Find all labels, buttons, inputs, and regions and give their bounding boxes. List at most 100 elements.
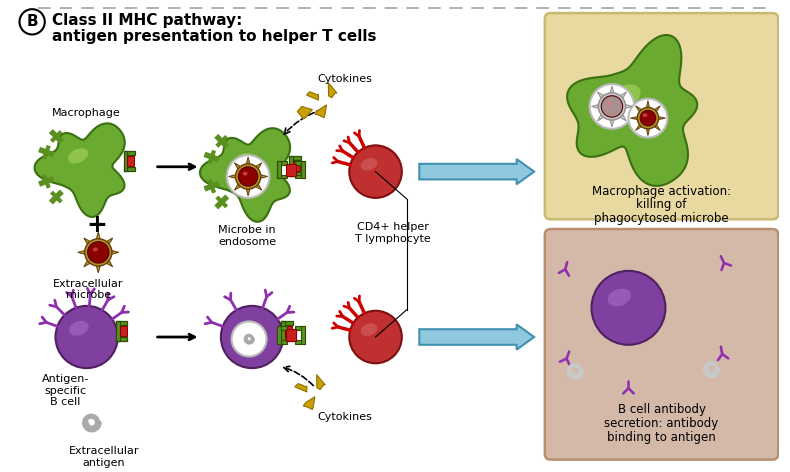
Polygon shape — [619, 113, 626, 121]
Bar — [281, 337, 293, 341]
Ellipse shape — [235, 321, 254, 336]
Circle shape — [88, 242, 109, 263]
Text: Cytokines: Cytokines — [317, 74, 372, 84]
Bar — [123, 151, 135, 155]
Polygon shape — [329, 83, 337, 98]
Bar — [120, 326, 126, 336]
Polygon shape — [623, 104, 632, 109]
Polygon shape — [630, 116, 639, 120]
Circle shape — [629, 99, 668, 137]
Ellipse shape — [361, 158, 378, 170]
Bar — [277, 161, 281, 178]
Circle shape — [349, 311, 402, 363]
Polygon shape — [597, 92, 606, 100]
Polygon shape — [592, 104, 600, 109]
Circle shape — [601, 96, 623, 117]
Polygon shape — [228, 174, 238, 179]
Polygon shape — [646, 126, 650, 135]
Ellipse shape — [93, 247, 98, 252]
Polygon shape — [235, 182, 243, 190]
Bar — [289, 156, 301, 160]
Polygon shape — [303, 397, 315, 410]
Polygon shape — [635, 123, 643, 131]
Polygon shape — [635, 106, 643, 113]
Polygon shape — [653, 123, 660, 131]
Text: +: + — [86, 213, 107, 237]
Polygon shape — [653, 106, 660, 113]
Polygon shape — [307, 92, 318, 100]
Bar — [295, 340, 304, 344]
Polygon shape — [235, 163, 243, 171]
Text: Macrophage: Macrophage — [52, 108, 121, 118]
Bar — [295, 175, 304, 178]
Polygon shape — [104, 238, 113, 246]
Ellipse shape — [607, 101, 611, 105]
Circle shape — [227, 155, 269, 198]
Ellipse shape — [233, 153, 254, 169]
Bar — [116, 321, 120, 341]
FancyBboxPatch shape — [545, 229, 778, 460]
Ellipse shape — [608, 289, 631, 306]
Polygon shape — [110, 250, 118, 255]
Bar — [281, 321, 285, 341]
Polygon shape — [246, 187, 250, 196]
Circle shape — [231, 321, 266, 356]
Bar — [277, 326, 281, 344]
Bar — [301, 161, 304, 178]
Bar — [116, 337, 127, 341]
Bar — [301, 326, 304, 344]
Ellipse shape — [69, 321, 88, 336]
Polygon shape — [597, 113, 606, 121]
Text: Cytokines: Cytokines — [317, 412, 372, 422]
Circle shape — [221, 306, 283, 368]
Bar — [127, 156, 134, 166]
Ellipse shape — [68, 148, 88, 163]
Polygon shape — [295, 384, 307, 392]
Polygon shape — [104, 259, 113, 267]
Text: phagocytosed microbe: phagocytosed microbe — [594, 212, 729, 225]
Text: Extracellular
antigen: Extracellular antigen — [69, 446, 139, 468]
Polygon shape — [35, 123, 125, 217]
Bar — [281, 321, 293, 325]
Polygon shape — [315, 105, 326, 118]
Polygon shape — [96, 232, 101, 241]
Text: Antigen-: Antigen- — [42, 374, 89, 384]
Polygon shape — [84, 238, 92, 246]
FancyArrow shape — [419, 324, 534, 350]
Bar — [123, 167, 135, 171]
Bar — [289, 172, 301, 176]
Polygon shape — [200, 128, 290, 222]
FancyBboxPatch shape — [545, 13, 778, 219]
Bar — [123, 151, 127, 171]
Bar — [289, 156, 293, 176]
Polygon shape — [317, 375, 325, 389]
Polygon shape — [258, 174, 268, 179]
Bar — [277, 340, 287, 344]
Text: B cell: B cell — [50, 397, 81, 407]
Bar — [295, 161, 304, 165]
Circle shape — [638, 108, 659, 129]
Text: Microbe in
endosome: Microbe in endosome — [218, 225, 276, 247]
Polygon shape — [246, 157, 250, 166]
Circle shape — [85, 239, 112, 266]
Ellipse shape — [642, 113, 648, 117]
Polygon shape — [609, 86, 615, 95]
Circle shape — [235, 164, 261, 189]
Circle shape — [589, 84, 634, 129]
Polygon shape — [297, 106, 312, 118]
Polygon shape — [656, 116, 665, 120]
Polygon shape — [84, 259, 92, 267]
Polygon shape — [78, 250, 87, 255]
Circle shape — [592, 271, 665, 345]
Polygon shape — [96, 264, 101, 273]
Circle shape — [55, 306, 118, 368]
Text: Macrophage activation:: Macrophage activation: — [592, 185, 731, 198]
Bar — [293, 161, 299, 171]
Bar — [295, 326, 304, 330]
Text: binding to antigen: binding to antigen — [608, 431, 716, 444]
Bar — [286, 164, 295, 176]
Text: B cell antibody: B cell antibody — [618, 404, 705, 416]
Text: Extracellular
microbe: Extracellular microbe — [53, 278, 124, 300]
Polygon shape — [609, 118, 615, 127]
Bar — [285, 326, 292, 336]
